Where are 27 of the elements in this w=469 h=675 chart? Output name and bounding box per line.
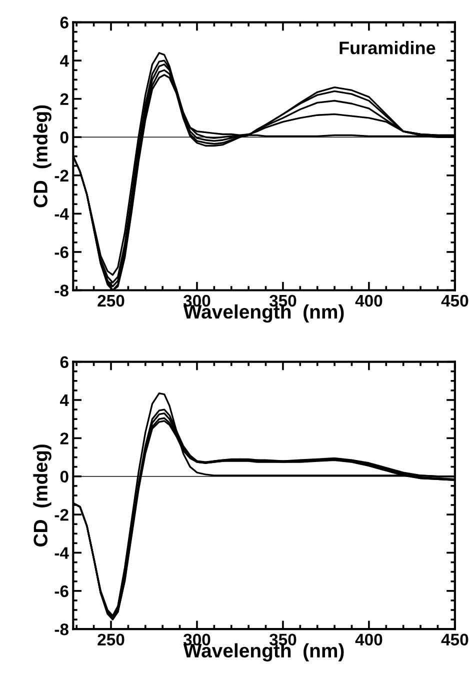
y-axis-title: CD (mdeg)	[33, 105, 52, 208]
x-tick-label: 250	[98, 634, 124, 646]
x-tick-label: 300	[183, 634, 210, 646]
y-tick-label: 2	[60, 93, 68, 105]
x-tick-label: 450	[441, 634, 468, 646]
x-tick-label: 400	[355, 634, 382, 646]
y-axis-title: CD (mdeg)	[33, 444, 52, 546]
y-tick-label: 6	[60, 356, 68, 368]
y-tick-label: -2	[54, 508, 68, 521]
y-tick-label: -4	[54, 208, 69, 220]
x-tick-label: 400	[355, 294, 382, 307]
x-tick-label: 350	[269, 634, 296, 646]
y-tick-label: 6	[60, 16, 68, 28]
y-tick-label: 0	[60, 470, 68, 483]
y-tick-label: 4	[60, 55, 69, 67]
y-tick-label: 2	[60, 432, 68, 444]
text: Furamidine	[340, 41, 436, 54]
y-tick-label: -6	[54, 585, 68, 598]
y-tick-label: -8	[54, 284, 68, 296]
x-tick-label: 450	[441, 294, 468, 307]
y-tick-label: 4	[60, 394, 69, 406]
y-tick-label: 0	[60, 132, 68, 144]
y-tick-label: -2	[54, 170, 68, 182]
y-tick-label: -4	[54, 547, 69, 559]
y-tick-label: -6	[54, 246, 68, 258]
x-tick-label: 250	[98, 294, 124, 307]
y-tick-label: -8	[54, 624, 68, 636]
